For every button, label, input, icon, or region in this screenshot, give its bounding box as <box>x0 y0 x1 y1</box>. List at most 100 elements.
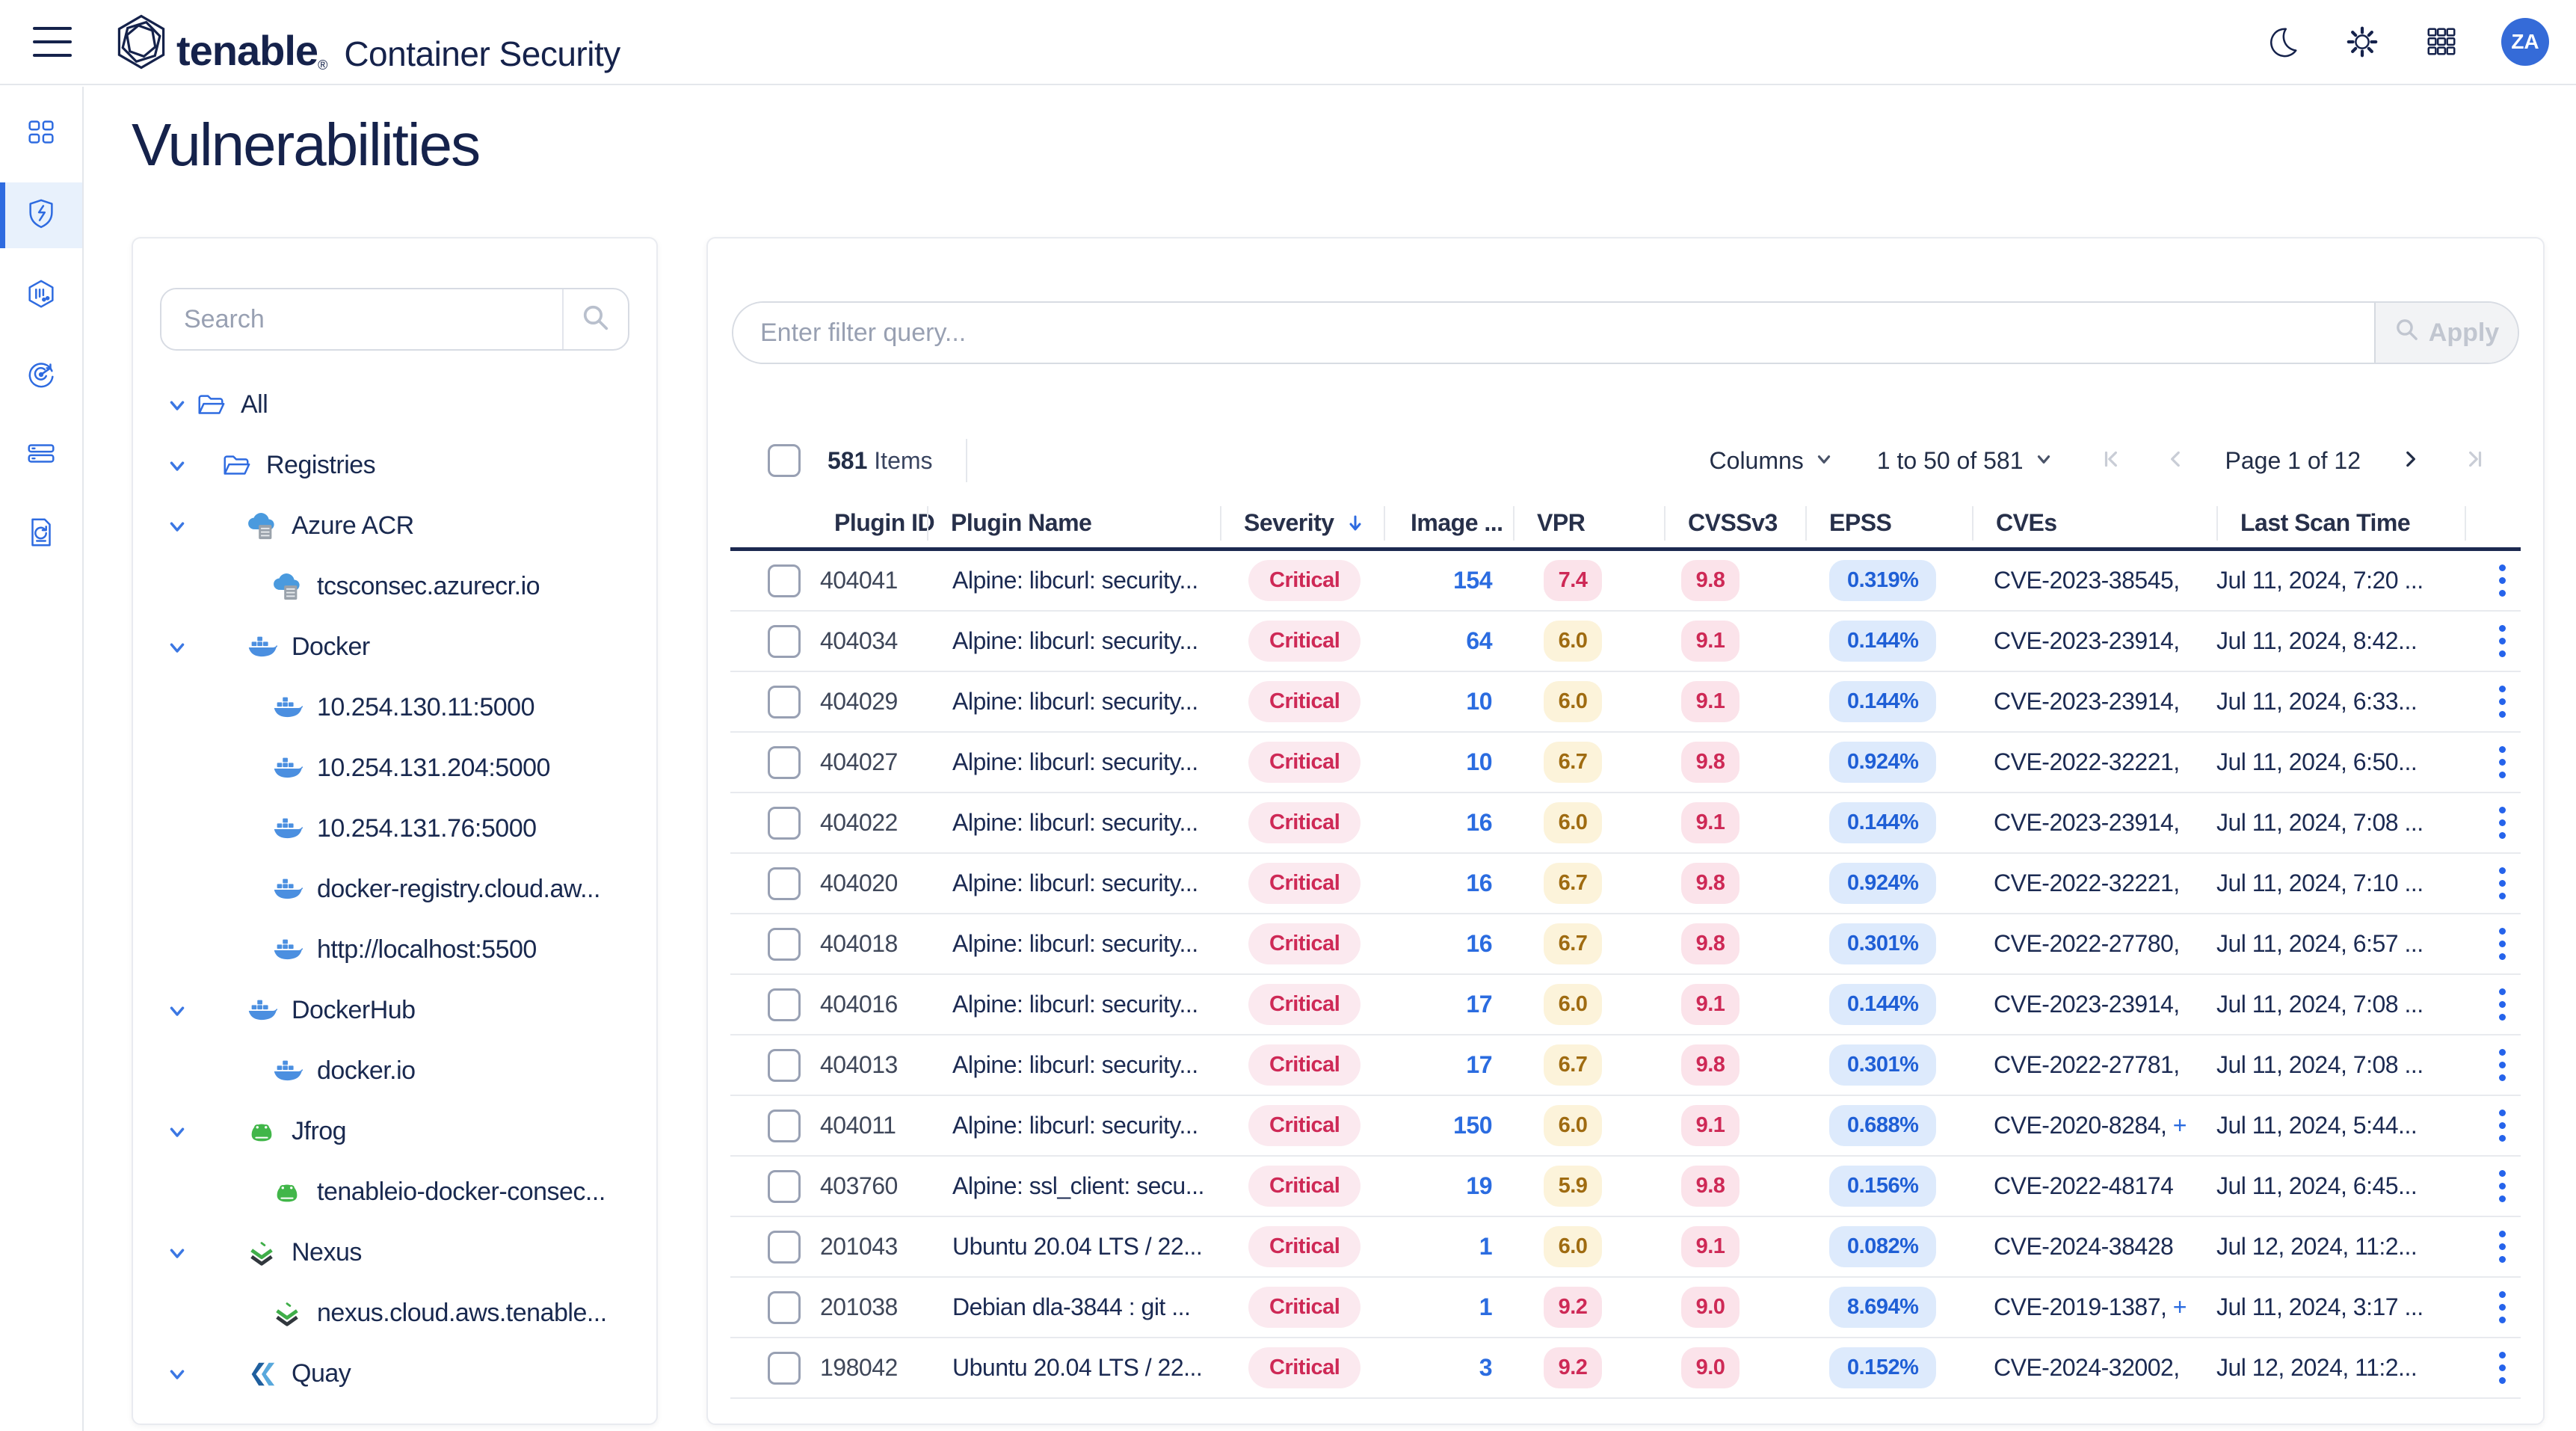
tree-item[interactable]: 10.254.130.11:5000 <box>160 677 629 738</box>
column-header-plugin-id[interactable]: Plugin ID <box>834 509 935 536</box>
chevron-down-icon[interactable] <box>160 1000 194 1022</box>
row-actions-menu-button[interactable] <box>2487 621 2517 662</box>
image-count-link[interactable]: 64 <box>1466 627 1492 654</box>
menu-icon[interactable] <box>33 27 72 57</box>
image-count-link[interactable]: 16 <box>1466 809 1492 836</box>
column-header-severity[interactable]: Severity <box>1220 505 1384 542</box>
image-count-link[interactable]: 10 <box>1466 748 1492 775</box>
plugin-name-cell[interactable]: Debian dla-3844 : git ... <box>952 1293 1191 1320</box>
sidebar-item-images-hexagon[interactable] <box>0 265 82 327</box>
tree-item[interactable]: All <box>160 375 629 435</box>
apps-grid-button[interactable] <box>2422 22 2461 61</box>
sidebar-item-vulnerabilities-shield[interactable] <box>0 182 82 248</box>
row-actions-menu-button[interactable] <box>2487 1044 2517 1086</box>
row-actions-menu-button[interactable] <box>2487 1226 2517 1267</box>
sidebar-item-dashboard[interactable] <box>0 103 82 166</box>
chevron-down-icon[interactable] <box>160 394 194 416</box>
tree-item[interactable]: 10.254.131.204:5000 <box>160 738 629 798</box>
next-page-button[interactable] <box>2395 446 2425 476</box>
row-checkbox[interactable] <box>768 685 801 718</box>
plugin-name-cell[interactable]: Alpine: ssl_client: secu... <box>952 1172 1204 1199</box>
plugin-name-cell[interactable]: Alpine: libcurl: security... <box>952 870 1198 896</box>
row-actions-menu-button[interactable] <box>2487 984 2517 1025</box>
image-count-link[interactable]: 10 <box>1466 688 1492 715</box>
row-actions-menu-button[interactable] <box>2487 742 2517 783</box>
row-checkbox[interactable] <box>768 867 801 900</box>
image-count-link[interactable]: 3 <box>1479 1354 1493 1381</box>
columns-dropdown[interactable]: Columns <box>1710 447 1834 475</box>
plugin-name-cell[interactable]: Alpine: libcurl: security... <box>952 809 1198 836</box>
column-header-epss[interactable]: EPSS <box>1805 505 1972 542</box>
image-count-link[interactable]: 1 <box>1479 1293 1493 1320</box>
column-header-last-scan-time[interactable]: Last Scan Time <box>2216 505 2465 542</box>
row-actions-menu-button[interactable] <box>2487 923 2517 964</box>
tree-item[interactable]: docker-registry.cloud.aw... <box>160 859 629 920</box>
plugin-name-cell[interactable]: Alpine: libcurl: security... <box>952 1112 1198 1139</box>
settings-button[interactable] <box>2343 22 2382 61</box>
tree-item[interactable]: Azure ACR <box>160 496 629 556</box>
column-header-cvssv3[interactable]: CVSSv3 <box>1664 505 1805 542</box>
more-cves-link[interactable]: + <box>2166 1293 2187 1320</box>
plugin-name-cell[interactable]: Alpine: libcurl: security... <box>952 991 1198 1018</box>
select-all-checkbox[interactable] <box>768 444 801 477</box>
sidebar-item-scan-radar[interactable] <box>0 344 82 407</box>
plugin-name-cell[interactable]: Alpine: libcurl: security... <box>952 748 1198 775</box>
row-checkbox[interactable] <box>768 1230 801 1264</box>
row-checkbox[interactable] <box>768 1109 801 1142</box>
row-checkbox[interactable] <box>768 1290 801 1324</box>
tree-item[interactable]: Quay <box>160 1344 629 1404</box>
plugin-name-cell[interactable]: Alpine: libcurl: security... <box>952 1051 1198 1078</box>
tree-item[interactable]: Jfrog <box>160 1101 629 1162</box>
chevron-down-icon[interactable] <box>160 1242 194 1264</box>
plugin-name-cell[interactable]: Alpine: libcurl: security... <box>952 930 1198 957</box>
plugin-name-cell[interactable]: Alpine: libcurl: security... <box>952 627 1198 654</box>
image-count-link[interactable]: 17 <box>1466 991 1492 1018</box>
chevron-down-icon[interactable] <box>160 1121 194 1143</box>
image-count-link[interactable]: 16 <box>1466 930 1492 957</box>
row-checkbox[interactable] <box>768 927 801 961</box>
image-count-link[interactable]: 16 <box>1466 870 1492 896</box>
chevron-down-icon[interactable] <box>160 1363 194 1385</box>
row-checkbox[interactable] <box>768 624 801 658</box>
plugin-name-cell[interactable]: Ubuntu 20.04 LTS / 22... <box>952 1233 1203 1260</box>
tree-item[interactable]: tcsconsec.azurecr.io <box>160 556 629 617</box>
row-checkbox[interactable] <box>768 1351 801 1385</box>
plugin-name-cell[interactable]: Ubuntu 20.04 LTS / 22... <box>952 1354 1203 1381</box>
row-actions-menu-button[interactable] <box>2487 681 2517 722</box>
row-actions-menu-button[interactable] <box>2487 863 2517 904</box>
row-checkbox[interactable] <box>768 1169 801 1203</box>
column-header-plugin-name[interactable]: Plugin Name <box>927 505 1220 542</box>
tree-item[interactable]: Registries <box>160 435 629 496</box>
row-actions-menu-button[interactable] <box>2487 1347 2517 1388</box>
chevron-down-icon[interactable] <box>160 636 194 659</box>
sidebar-item-reports-document[interactable] <box>0 502 82 565</box>
row-actions-menu-button[interactable] <box>2487 560 2517 601</box>
image-count-link[interactable]: 154 <box>1453 567 1492 594</box>
row-checkbox[interactable] <box>768 806 801 840</box>
image-count-link[interactable]: 150 <box>1453 1112 1492 1139</box>
tree-item[interactable]: Docker <box>160 617 629 677</box>
image-count-link[interactable]: 1 <box>1479 1233 1493 1260</box>
chevron-down-icon[interactable] <box>160 515 194 538</box>
row-checkbox[interactable] <box>768 1048 801 1082</box>
tree-search-input[interactable] <box>161 289 562 349</box>
tree-item[interactable]: DockerHub <box>160 980 629 1041</box>
plugin-name-cell[interactable]: Alpine: libcurl: security... <box>952 688 1198 715</box>
tree-item[interactable]: Nexus <box>160 1222 629 1283</box>
apply-button[interactable]: Apply <box>2374 303 2518 363</box>
plugin-name-cell[interactable]: Alpine: libcurl: security... <box>952 567 1198 594</box>
row-actions-menu-button[interactable] <box>2487 1105 2517 1146</box>
tree-item[interactable]: 10.254.131.76:5000 <box>160 798 629 859</box>
image-count-link[interactable]: 17 <box>1466 1051 1492 1078</box>
row-checkbox[interactable] <box>768 745 801 779</box>
row-actions-menu-button[interactable] <box>2487 802 2517 843</box>
sidebar-item-registries-servers[interactable] <box>0 423 82 486</box>
tree-search-button[interactable] <box>562 289 628 349</box>
dark-mode-toggle[interactable] <box>2264 22 2302 61</box>
tree-item[interactable]: tenableio-docker-consec... <box>160 1162 629 1222</box>
column-header-cves[interactable]: CVEs <box>1972 505 2216 542</box>
column-header-images[interactable]: Image ... <box>1384 505 1513 542</box>
image-count-link[interactable]: 19 <box>1466 1172 1492 1199</box>
last-page-button[interactable] <box>2459 446 2489 476</box>
more-cves-link[interactable]: + <box>2166 1112 2187 1139</box>
